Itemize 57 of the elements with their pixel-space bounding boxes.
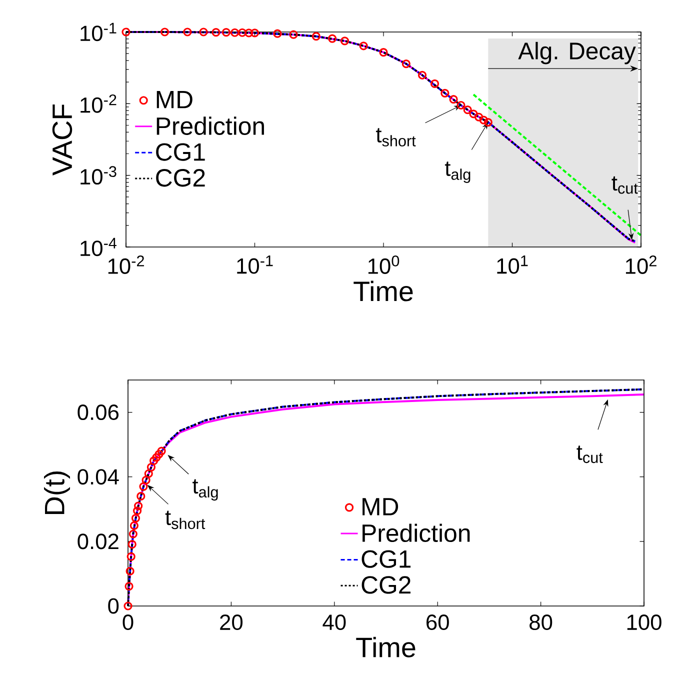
x-tick-label: 100 bbox=[627, 614, 662, 630]
point bbox=[157, 446, 166, 456]
point bbox=[130, 521, 138, 530]
point bbox=[139, 482, 148, 491]
point bbox=[126, 566, 134, 576]
annotation: t$_{cut}$ bbox=[576, 446, 603, 464]
x-tick-label: 80 bbox=[530, 614, 552, 630]
point bbox=[132, 506, 142, 516]
legend-label: MD bbox=[156, 91, 192, 108]
x-tick-label: 20 bbox=[220, 614, 243, 630]
y-tick-label: 10$^{-2}$ bbox=[80, 94, 116, 113]
point bbox=[150, 456, 158, 466]
legend-label: CG2 bbox=[156, 169, 205, 187]
point bbox=[131, 514, 140, 522]
y-tick-label: 0.06 bbox=[78, 404, 119, 420]
annotation: t$_{alg}$ bbox=[444, 162, 470, 183]
x-tick-label: 0 bbox=[122, 614, 134, 630]
point bbox=[154, 450, 164, 459]
point bbox=[134, 502, 143, 510]
y-tick-label: 0.04 bbox=[78, 469, 119, 485]
point bbox=[128, 530, 138, 538]
point bbox=[126, 552, 136, 561]
x-tick-label: 10$^{0}$ bbox=[368, 256, 400, 274]
point bbox=[128, 540, 136, 549]
point bbox=[144, 469, 153, 478]
annotation: t$_{short}$ bbox=[376, 128, 416, 146]
legend-label: CG1 bbox=[362, 550, 411, 568]
x-axis-title: Time bbox=[354, 280, 413, 302]
band-label: Alg. Decay bbox=[518, 42, 636, 64]
x-tick-label: 10$^{-1}$ bbox=[237, 256, 273, 274]
point bbox=[124, 582, 134, 591]
y-tick-label: 0.02 bbox=[78, 534, 118, 550]
legend-label: Prediction bbox=[156, 116, 264, 135]
point bbox=[136, 492, 146, 501]
legend-label: Prediction bbox=[362, 524, 470, 542]
point bbox=[146, 462, 156, 472]
legend-label: MD bbox=[362, 498, 398, 516]
y-axis-title: D(t) bbox=[44, 471, 70, 514]
legend-label: CG1 bbox=[156, 143, 205, 161]
x-tick-label: 40 bbox=[322, 614, 346, 630]
annotation: t$_{short}$ bbox=[165, 510, 206, 530]
point bbox=[124, 602, 132, 610]
x-tick-label: 60 bbox=[426, 614, 449, 630]
legend-label: CG2 bbox=[362, 576, 410, 594]
x-axis-title: Time bbox=[356, 636, 416, 658]
x-tick-label: 10$^{-2}$ bbox=[108, 256, 144, 274]
x-tick-label: 10$^{2}$ bbox=[626, 256, 656, 274]
annotation: t$_{alg}$ bbox=[192, 479, 218, 501]
point bbox=[152, 453, 161, 462]
y-tick-label: 10$^{-3}$ bbox=[80, 166, 116, 185]
y-tick-label: 0 bbox=[108, 598, 119, 614]
y-tick-label: 10$^{-1}$ bbox=[80, 22, 116, 42]
annotation: t$_{cut}$ bbox=[612, 176, 638, 194]
x-tick-label: 10$^{1}$ bbox=[497, 256, 528, 274]
y-axis-title: VACF bbox=[52, 104, 72, 176]
point bbox=[142, 476, 150, 484]
y-tick-label: 10$^{-4}$ bbox=[80, 238, 117, 256]
